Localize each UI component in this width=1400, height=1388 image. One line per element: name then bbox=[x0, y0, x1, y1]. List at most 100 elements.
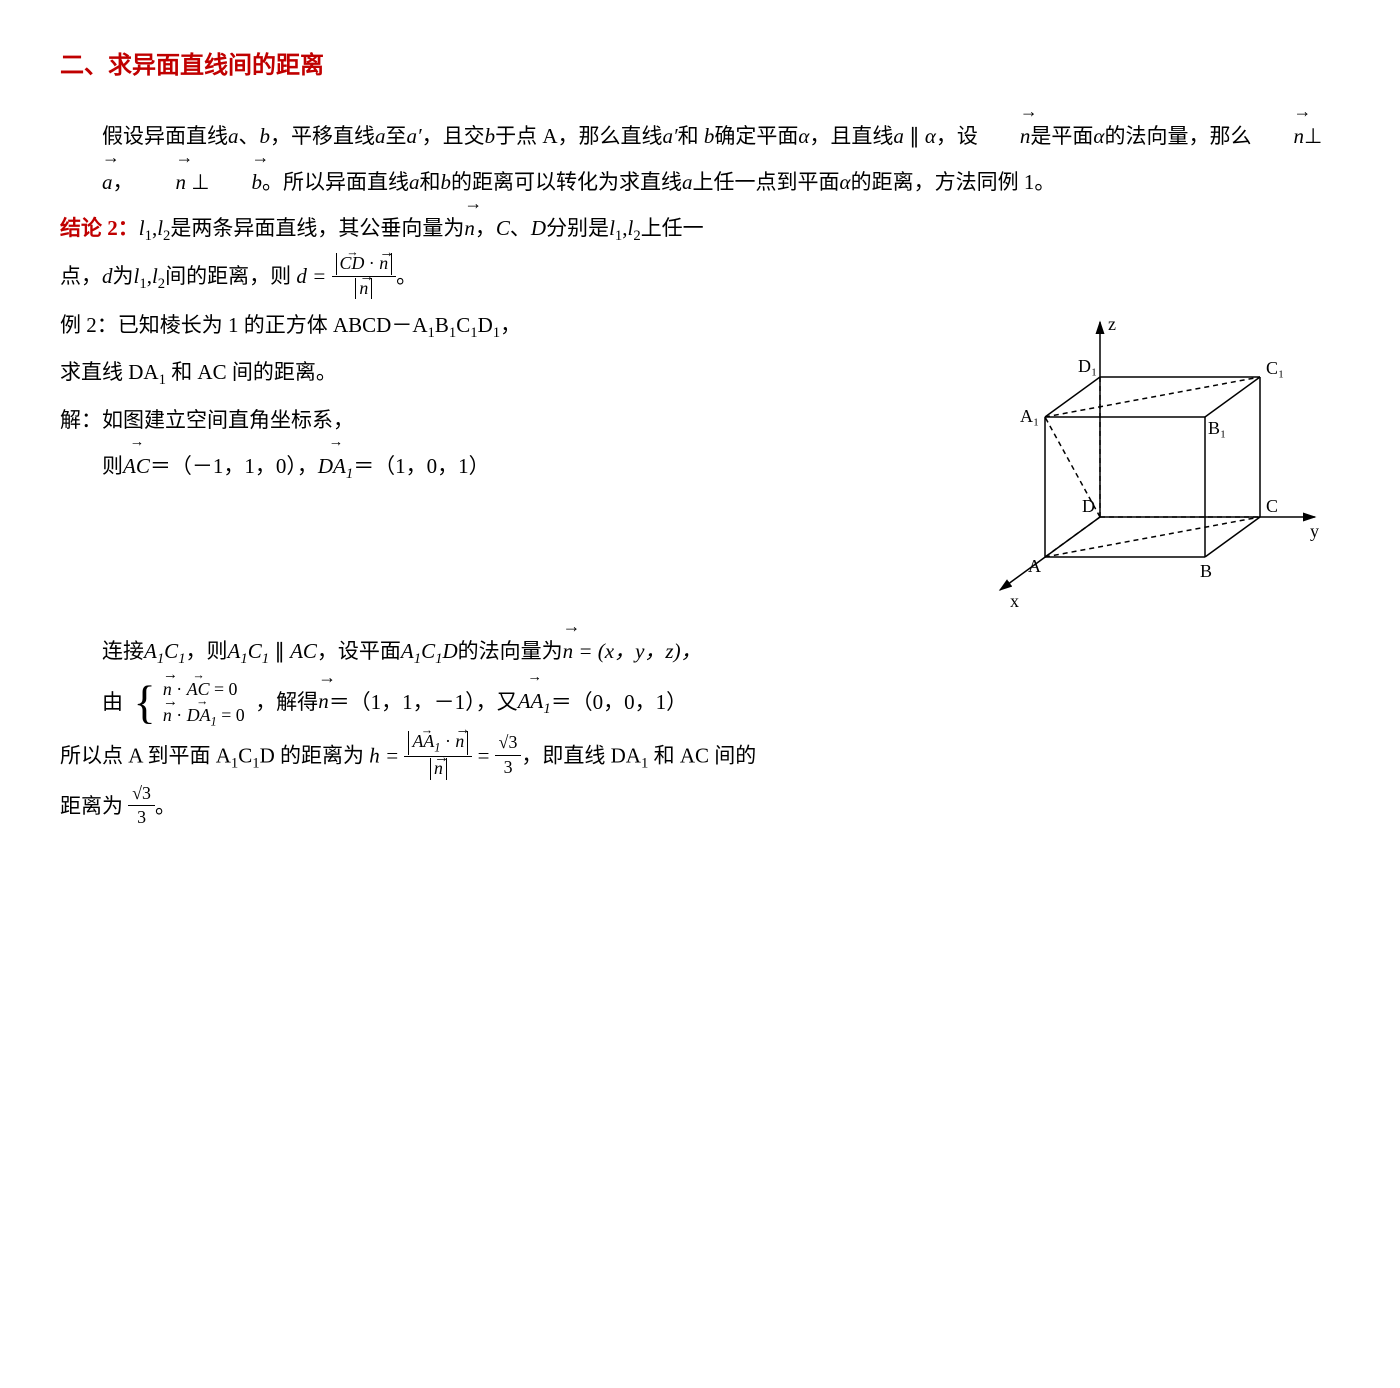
var-a: a bbox=[228, 124, 239, 148]
vertex-C1: C₁ bbox=[1266, 358, 1284, 378]
vec-b-sym: b bbox=[252, 170, 263, 194]
text: C bbox=[164, 639, 178, 663]
text: 由 bbox=[102, 689, 123, 713]
solution-line-4: 由 { →n · →AC = 0 →n · →DA1 = 0 ，解得→n＝（1，… bbox=[60, 676, 1340, 732]
vec-AA1: →AA1 bbox=[518, 678, 551, 726]
text: 距离为 bbox=[60, 794, 123, 818]
vertex-B: B bbox=[1200, 561, 1212, 581]
text: 求直线 DA bbox=[60, 360, 159, 384]
text: 例 2：已知棱长为 1 的正方体 ABCD－A bbox=[60, 313, 428, 337]
text: ＝（－1，1，0）， bbox=[150, 454, 318, 478]
vec-n-sym: n bbox=[318, 689, 329, 713]
brace-system: →n · →AC = 0 →n · →DA1 = 0 bbox=[161, 676, 245, 732]
vec-n-sym: n bbox=[563, 639, 574, 663]
sub: 1 bbox=[543, 702, 550, 718]
sub: 1 bbox=[470, 325, 477, 341]
den: 3 bbox=[128, 806, 155, 829]
solution-line-2: 则→AC＝（－1，1，0），→DA1＝（1，0，1） bbox=[60, 443, 960, 491]
var-alpha: α bbox=[925, 124, 936, 148]
text: 连接 bbox=[102, 639, 144, 663]
text: ，设平面 bbox=[317, 639, 401, 663]
vec-n-sym: n bbox=[176, 170, 187, 194]
text: C bbox=[456, 313, 470, 337]
text: = (x，y，z)， bbox=[573, 639, 701, 663]
seg-A1C1: A1C1 bbox=[144, 639, 186, 663]
text: 和 AC 间的距离。 bbox=[166, 360, 337, 384]
text: ⊥ bbox=[191, 170, 209, 194]
text: ，且直线 bbox=[809, 124, 893, 148]
text: C bbox=[238, 743, 252, 767]
vec-n-sym: n bbox=[1293, 124, 1304, 148]
intro-para-1: 假设异面直线a、b，平移直线a至a′，且交b于点 A，那么直线a′和 b确定平面… bbox=[60, 113, 1340, 205]
vertex-A1: A₁ bbox=[1020, 406, 1039, 426]
text: A bbox=[228, 639, 241, 663]
var-b: b bbox=[441, 170, 452, 194]
text: ， bbox=[475, 216, 496, 240]
text: A bbox=[401, 639, 414, 663]
text: 面 bbox=[819, 170, 840, 194]
vec-n: →n bbox=[318, 678, 329, 724]
var-a: a bbox=[375, 124, 386, 148]
text: ∥ bbox=[904, 124, 925, 148]
var-a: a bbox=[409, 170, 420, 194]
text: ＝（0，0，1） bbox=[551, 689, 688, 713]
fraction-sqrt3-final: √3 3 bbox=[128, 782, 155, 830]
text: 和 bbox=[420, 170, 441, 194]
num: √3 bbox=[495, 731, 522, 755]
sub: 1 bbox=[240, 651, 247, 667]
sub: 1 bbox=[428, 325, 435, 341]
text: A bbox=[144, 639, 157, 663]
text: D 的距离为 bbox=[260, 743, 364, 767]
sub: 1 bbox=[159, 373, 166, 389]
vec-a: →a bbox=[60, 159, 113, 205]
text: ，即直线 DA bbox=[521, 743, 641, 767]
plane-A1C1D: A1C1D bbox=[401, 639, 458, 663]
text: 、 bbox=[239, 124, 260, 148]
text: ， bbox=[500, 313, 521, 337]
text: 为 bbox=[113, 264, 134, 288]
sub: 2 bbox=[633, 228, 640, 244]
axis-z-label: z bbox=[1108, 314, 1116, 334]
vec-n: →n bbox=[1251, 113, 1304, 159]
text: 。所以异面直线 bbox=[262, 170, 409, 194]
text: 于点 A，那么直线 bbox=[495, 124, 662, 148]
text: D bbox=[442, 639, 457, 663]
brace-icon: { bbox=[134, 680, 156, 726]
vec-n-sym: n bbox=[1020, 124, 1031, 148]
vec-AC: →AC bbox=[123, 443, 150, 489]
text: 点， bbox=[60, 264, 102, 288]
text: 的法向量，那么 bbox=[1104, 124, 1251, 148]
text: C bbox=[248, 639, 262, 663]
solution-line-3: 连接A1C1，则A1C1 ∥ AC，设平面A1C1D的法向量为→n = (x，y… bbox=[60, 628, 1340, 676]
var-alpha: α bbox=[798, 124, 809, 148]
text: ，则 bbox=[186, 639, 228, 663]
vec-DA1-sym: DA bbox=[318, 454, 346, 478]
conclusion-para: 结论 2：l1,l2是两条异面直线，其公垂向量为→n，C、D分别是l1,l2上任… bbox=[60, 205, 1340, 253]
vertex-C: C bbox=[1266, 496, 1278, 516]
var-C: C bbox=[496, 216, 510, 240]
var-b: b bbox=[260, 124, 271, 148]
var-alpha: α bbox=[840, 170, 851, 194]
text: B bbox=[435, 313, 449, 337]
var-d: d bbox=[102, 264, 113, 288]
text: 间的距离，则 bbox=[165, 264, 291, 288]
section-title: 二、求异面直线间的距离 bbox=[60, 40, 1340, 93]
text: ∥ bbox=[269, 639, 290, 663]
text: C bbox=[421, 639, 435, 663]
sub: 1 bbox=[252, 755, 259, 771]
text: ，解得 bbox=[255, 689, 318, 713]
text: 的距离，方法同例 1。 bbox=[851, 170, 1056, 194]
vertex-B1: B₁ bbox=[1208, 418, 1226, 438]
text: ，且交 bbox=[422, 124, 485, 148]
vec-n: →n bbox=[464, 205, 475, 251]
var-aprime: a′ bbox=[663, 124, 678, 148]
seg-A1C1: A1C1 bbox=[228, 639, 270, 663]
vec-AC-sym: AC bbox=[123, 454, 150, 478]
seg-AC: AC bbox=[290, 639, 317, 663]
var-D: D bbox=[531, 216, 546, 240]
text: 和 AC 间的 bbox=[648, 743, 756, 767]
sub: 1 bbox=[346, 466, 353, 482]
var-a: a bbox=[682, 170, 693, 194]
text: 。 bbox=[396, 264, 417, 288]
text: 上任一 bbox=[641, 216, 704, 240]
